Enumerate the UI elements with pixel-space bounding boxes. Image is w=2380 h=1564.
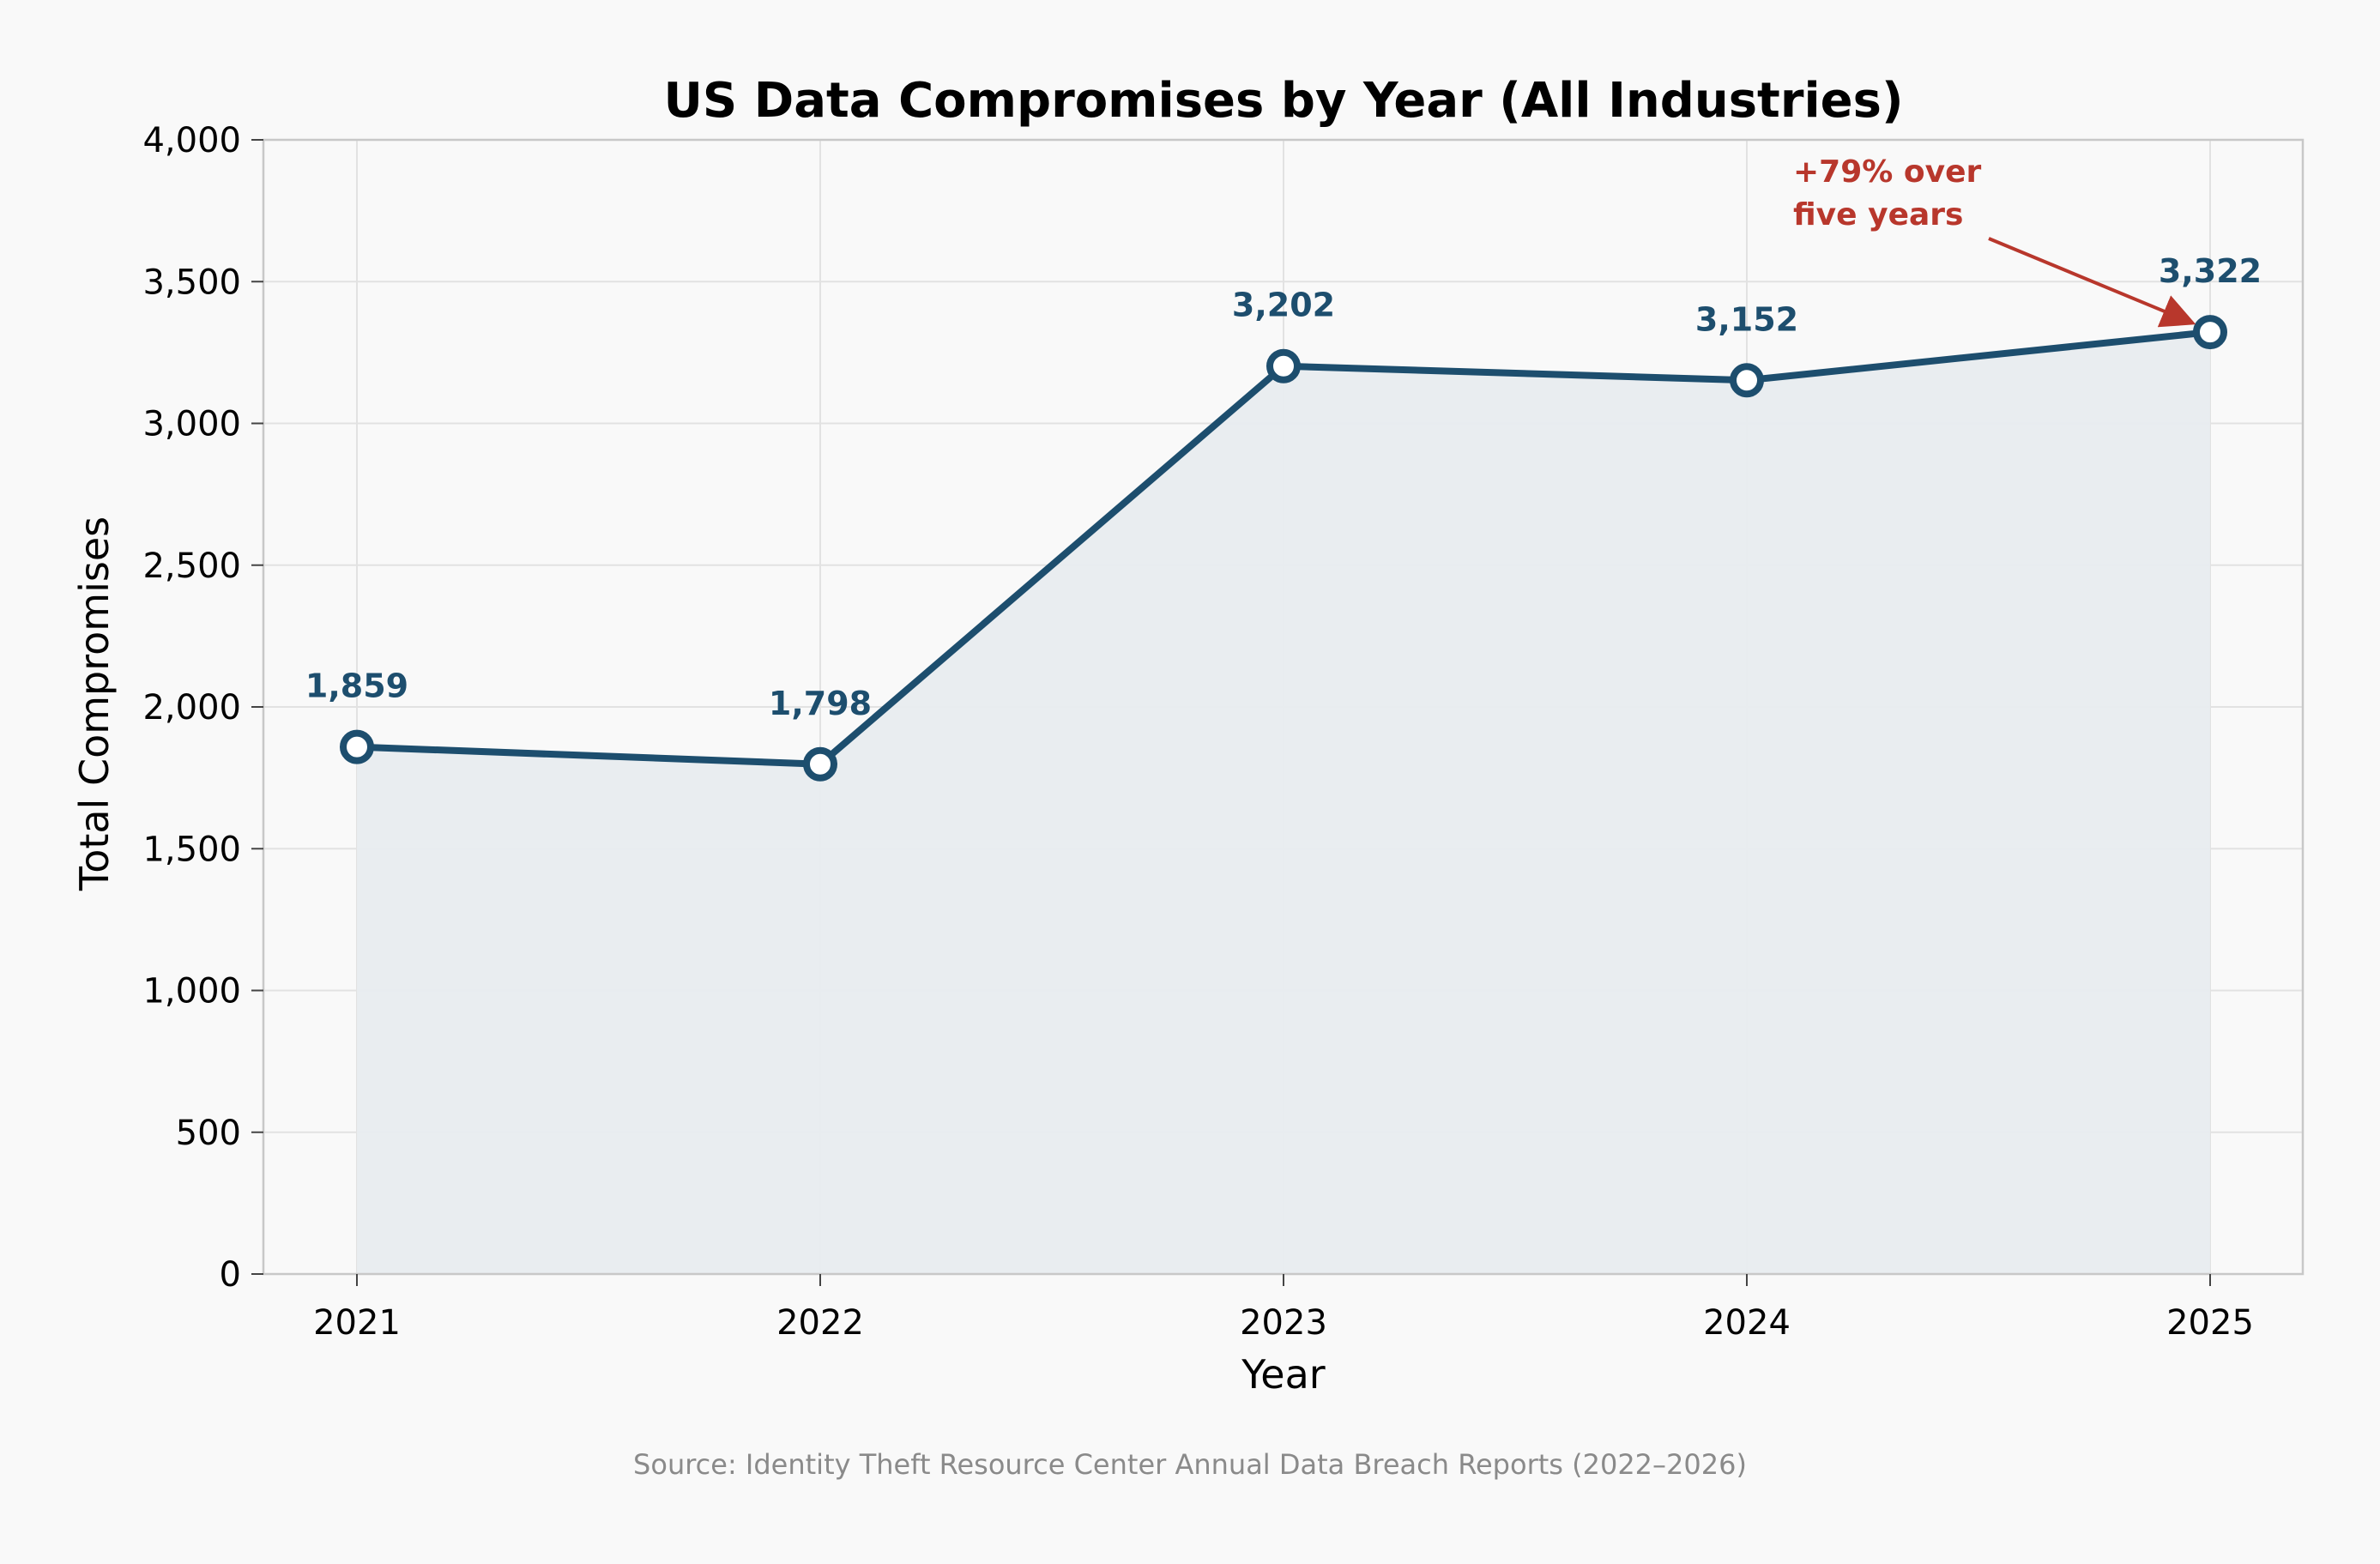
x-tick-label: 2024 bbox=[1703, 1303, 1791, 1343]
annotation-arrow bbox=[1988, 237, 2196, 328]
data-value-label: 3,322 bbox=[2159, 252, 2262, 290]
axis-ticks: 0 500 1,000 1,500 2,000 2,500 3,000 3,500 4,000 2… bbox=[142, 121, 2253, 1343]
x-tick-label: 2025 bbox=[2166, 1303, 2254, 1343]
x-axis-label: Year bbox=[1241, 1351, 1325, 1398]
data-point-marker bbox=[340, 729, 374, 764]
y-tick-label: 2,000 bbox=[142, 688, 241, 728]
area-fill-layer bbox=[357, 332, 2210, 1275]
data-point-marker bbox=[1266, 348, 1301, 383]
data-point-marker bbox=[2193, 315, 2227, 350]
source-note: Source: Identity Theft Resource Center A… bbox=[633, 1448, 1747, 1481]
data-value-label: 3,152 bbox=[1695, 300, 1798, 338]
annotation-text: five years bbox=[1793, 197, 1963, 232]
annotation: +79% over five years bbox=[1793, 154, 2196, 328]
y-tick-label: 3,000 bbox=[142, 405, 241, 444]
x-tick-label: 2022 bbox=[776, 1303, 864, 1343]
data-value-label: 1,798 bbox=[769, 685, 872, 722]
data-points bbox=[340, 315, 2227, 782]
y-axis-label: Total Compromises bbox=[71, 516, 118, 891]
y-tick-label: 500 bbox=[176, 1114, 241, 1153]
data-value-label: 1,859 bbox=[305, 667, 408, 705]
y-tick-label: 4,000 bbox=[142, 121, 241, 160]
y-tick-label: 3,500 bbox=[142, 263, 241, 302]
y-tick-label: 1,000 bbox=[142, 972, 241, 1011]
y-tick-label: 0 bbox=[220, 1255, 241, 1295]
y-tick-label: 2,500 bbox=[142, 546, 241, 586]
annotation-text: +79% over bbox=[1793, 154, 1981, 190]
y-tick-label: 1,500 bbox=[142, 830, 241, 869]
area-fill bbox=[357, 332, 2210, 1275]
data-point-marker bbox=[803, 746, 837, 782]
data-labels: 1,859 1,798 3,202 3,152 3,322 bbox=[305, 252, 2262, 722]
data-value-label: 3,202 bbox=[1232, 287, 1335, 324]
x-tick-label: 2023 bbox=[1240, 1303, 1327, 1343]
x-tick-label: 2021 bbox=[313, 1303, 401, 1343]
chart-title: US Data Compromises by Year (All Industr… bbox=[663, 73, 1903, 129]
data-point-marker bbox=[1730, 363, 1764, 398]
